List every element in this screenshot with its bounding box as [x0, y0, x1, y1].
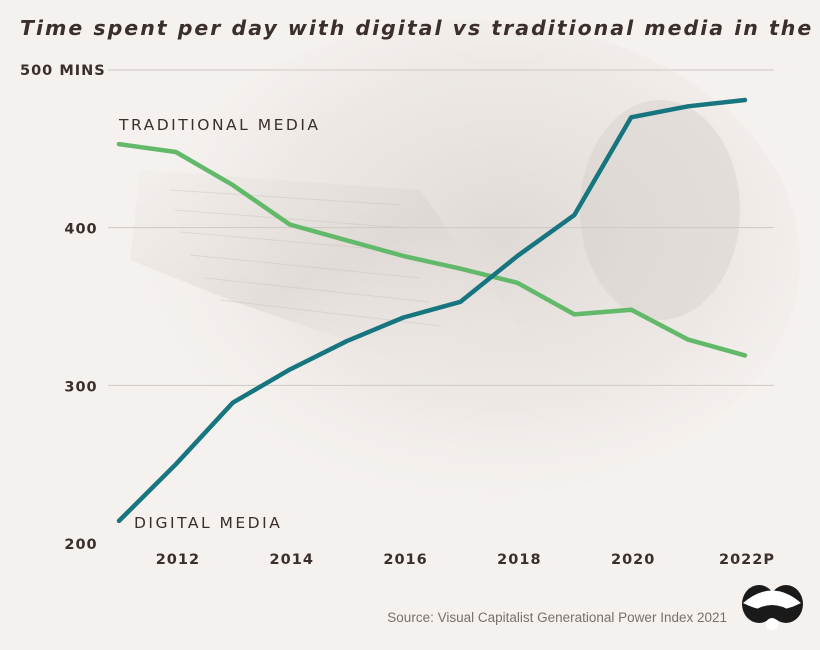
x-tick-label: 2018 — [497, 552, 541, 568]
x-axis-ticks: 2012 2014 2016 2018 2020 2022P — [156, 552, 775, 568]
x-tick-label: 2012 — [156, 552, 200, 568]
x-tick-label: 2020 — [611, 552, 655, 568]
y-tick-label: 500 MINS — [20, 63, 106, 79]
series-label-digital-media: DIGITAL MEDIA — [134, 514, 282, 532]
x-tick-label: 2016 — [383, 552, 427, 568]
series-line-digital-media — [116, 97, 748, 524]
visual-capitalist-logo-icon — [742, 585, 803, 630]
source-text: Source: Visual Capitalist Generational P… — [387, 610, 727, 625]
y-axis-ticks: 200 300 400 500 MINS — [20, 63, 106, 553]
y-tick-label: 200 — [64, 537, 97, 553]
grid — [108, 69, 774, 386]
y-tick-label: 300 — [64, 379, 97, 395]
series-line-traditional-media — [116, 141, 748, 358]
x-tick-label: 2022P — [719, 552, 775, 568]
x-tick-label: 2014 — [270, 552, 314, 568]
y-tick-label: 400 — [64, 222, 97, 238]
chart-title: Time spent per day with digital vs tradi… — [20, 16, 820, 40]
background-photo — [130, 20, 800, 500]
series-lines — [116, 97, 748, 524]
series-label-traditional-media: TRADITIONAL MEDIA — [118, 116, 321, 134]
